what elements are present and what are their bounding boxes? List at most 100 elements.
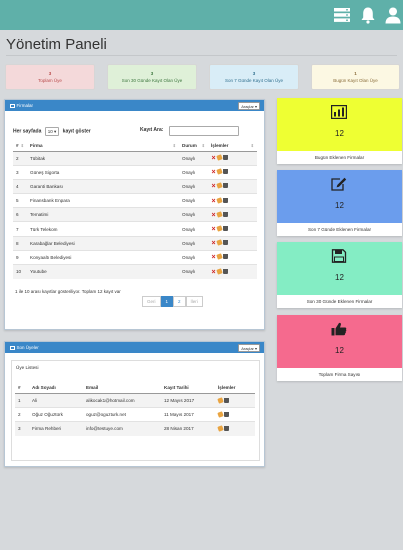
pagination-page-1[interactable]: 1 [160, 296, 174, 307]
member-actions [215, 420, 255, 436]
firm-status: Onaylı [179, 164, 208, 180]
member-no: 1 [15, 392, 29, 408]
firm-no: 5 [13, 193, 27, 208]
member-list-box [11, 360, 260, 461]
column-header-actions: İşlemler [215, 382, 255, 394]
delete-icon[interactable]: × [211, 211, 216, 219]
trash-icon[interactable] [224, 426, 229, 432]
column-header-status[interactable]: Durum ⇕ [179, 140, 208, 152]
firm-name: Karabağlar Belediyesi [27, 235, 179, 251]
firm-name: Güneş Sigorta [27, 164, 179, 180]
stat-members-30-days: 3 Son 30 Günde Kayıt Olan Üye [107, 64, 197, 90]
table-info: 1 ile 10 arası kayıtlar gösteriliyor. To… [15, 289, 121, 294]
trash-icon[interactable] [223, 169, 228, 175]
table-row: 2 Tübitak Onaylı × [13, 150, 257, 166]
delete-icon[interactable]: × [211, 240, 216, 248]
edit-icon[interactable] [216, 211, 223, 218]
delete-icon[interactable]: × [211, 169, 216, 177]
edit-icon[interactable] [217, 425, 224, 432]
trash-icon[interactable] [223, 197, 228, 203]
delete-icon[interactable]: × [211, 155, 216, 163]
server-icon[interactable] [333, 6, 351, 24]
firms-panel: Firmalar Araçlar ▾ Her sayfada 10 ▾ kayı… [4, 99, 265, 330]
member-email: info@testuye.com [83, 420, 161, 436]
table-row: 8 Karabağlar Belediyesi Onaylı × [13, 235, 257, 251]
column-header-date: Kayıt Tarihi [161, 382, 215, 394]
edit-icon[interactable] [216, 168, 223, 175]
firm-status: Onaylı [179, 249, 208, 265]
table-row: 4 Garanti Bankası Onaylı × [13, 178, 257, 194]
edit-icon[interactable] [216, 154, 223, 161]
trash-icon[interactable] [223, 268, 228, 274]
card-7-days-firms: 12 Son 7 Günde Eklenen Firmalar [277, 170, 402, 236]
members-panel-header: Son Üyeler Araçlar ▾ [5, 342, 264, 353]
column-header-actions[interactable]: İşlemler ⇕ [208, 140, 257, 152]
stat-value: 3 [252, 71, 256, 76]
trash-icon[interactable] [224, 411, 229, 417]
firm-no: 9 [13, 249, 27, 265]
firms-tools-button[interactable]: Araçlar ▾ [238, 102, 260, 110]
delete-icon[interactable]: × [211, 268, 216, 276]
firm-actions: × [208, 263, 257, 279]
edit-icon[interactable] [216, 268, 223, 275]
stat-total-members: 3 Toplam Üye [5, 64, 95, 90]
card-color-area: 12 [277, 315, 402, 368]
column-header-name: Adı Soyadı [29, 382, 83, 394]
trash-icon[interactable] [223, 155, 228, 161]
pagination-page-2[interactable]: 2 [173, 296, 186, 307]
pagination-prev[interactable]: Geri [142, 296, 161, 307]
firm-actions: × [208, 235, 257, 251]
card-color-area: 12 [277, 170, 402, 223]
user-icon[interactable] [384, 6, 402, 24]
members-tools-button[interactable]: Araçlar ▾ [238, 344, 260, 352]
edit-icon[interactable] [217, 411, 224, 418]
firms-panel-header: Firmalar Araçlar ▾ [5, 100, 264, 111]
edit-icon[interactable] [216, 253, 223, 261]
member-email: oguz@oguzturk.net [83, 406, 161, 422]
firm-status: Onaylı [179, 263, 208, 279]
card-label: Son 7 Günde Eklenen Firmalar [307, 227, 372, 232]
card-value: 12 [335, 129, 344, 138]
trash-icon[interactable] [223, 211, 228, 217]
firm-name: Tematimi [27, 207, 179, 222]
member-name: Firma Rehberi [29, 420, 83, 436]
trash-icon[interactable] [223, 226, 228, 232]
firm-actions: × [208, 178, 257, 194]
delete-icon[interactable]: × [211, 183, 216, 191]
column-header-firm[interactable]: Firma ⇕ [27, 140, 179, 152]
trash-icon[interactable] [223, 240, 228, 246]
card-label: Toplam Firma Sayısı [318, 372, 361, 377]
firm-name: Garanti Bankası [27, 178, 179, 194]
edit-icon[interactable] [217, 396, 224, 404]
trash-icon[interactable] [224, 397, 229, 403]
save-icon [331, 249, 347, 263]
search-label: Kayıt Ara: [140, 127, 164, 133]
divider [6, 55, 397, 56]
table-row: 1 Ali alikocak1@hotmail.com 12 Mayıs 2017 [15, 392, 255, 408]
delete-icon[interactable]: × [211, 226, 216, 234]
card-label: Bugün Eklenen Firmalar [314, 155, 365, 160]
column-header-no[interactable]: # ⇕ [13, 140, 27, 152]
table-row: 3 Firma Rehberi info@testuye.com 28 Nisan 2… [15, 420, 255, 436]
firm-name: Türk Telekom [27, 221, 179, 237]
firm-actions: × [208, 207, 257, 222]
trash-icon[interactable] [223, 254, 228, 260]
stat-label: Toplam Üye [38, 77, 62, 83]
edit-icon[interactable] [216, 182, 223, 190]
members-panel: Son Üyeler Araçlar ▾ Üye Listesi # Adı S… [4, 341, 265, 467]
delete-icon[interactable]: × [211, 197, 216, 205]
edit-icon[interactable] [216, 196, 223, 204]
edit-icon[interactable] [216, 239, 223, 246]
firms-panel-title: Firmalar [16, 103, 34, 108]
table-icon [10, 345, 15, 350]
bell-icon[interactable] [359, 6, 377, 24]
page-title: Yönetim Paneli [6, 36, 107, 53]
card-today-firms: 12 Bugün Eklenen Firmalar [277, 98, 402, 164]
trash-icon[interactable] [223, 183, 228, 189]
delete-icon[interactable]: × [211, 254, 216, 262]
search-input[interactable] [169, 126, 239, 136]
pagination-next[interactable]: İleri [185, 296, 203, 307]
firm-actions: × [208, 249, 257, 265]
edit-icon[interactable] [216, 225, 223, 232]
per-page-select[interactable]: 10 ▾ [44, 127, 60, 136]
